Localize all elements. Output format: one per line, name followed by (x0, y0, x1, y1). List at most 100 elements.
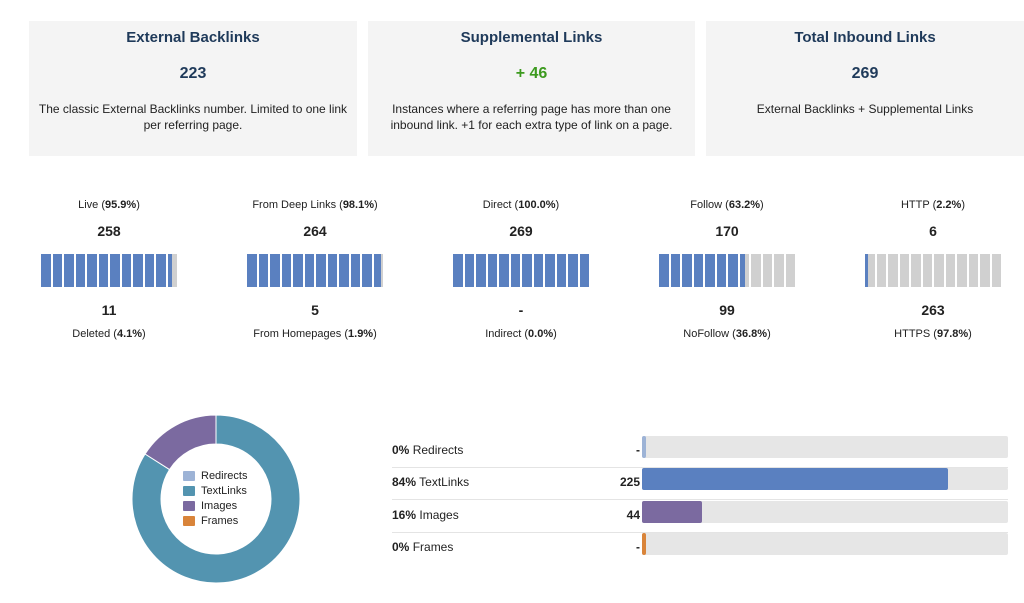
bar-segment (693, 254, 703, 287)
metric-follow: Follow (63.2%) 170 99 NoFollow (36.8%) (647, 198, 807, 341)
bar-segment (968, 254, 978, 287)
bar-segment (545, 254, 555, 287)
link-type-row-images: 16% Images 44 (392, 501, 1008, 533)
metric-segment-bar (247, 254, 383, 287)
metric-live: Live (95.9%) 258 11 Deleted (4.1%) (29, 198, 189, 341)
bar-segment (339, 254, 349, 287)
card-description: Instances where a referring page has mor… (390, 102, 673, 132)
bar-segment (316, 254, 326, 287)
legend-label: Redirects (201, 469, 248, 482)
bar-segment (899, 254, 909, 287)
bar-segment (670, 254, 680, 287)
metric-top-label: Follow (63.2%) (690, 199, 764, 211)
link-type-bar-fill (642, 501, 703, 523)
link-type-donut-chart (131, 414, 301, 584)
metric-top-value: 6 (929, 223, 937, 239)
bar-segment (716, 254, 726, 287)
card-description: External Backlinks + Supplemental Links (756, 102, 974, 116)
metric-bottom-value: 99 (719, 302, 735, 318)
bar-segment (728, 254, 738, 287)
card-description: The classic External Backlinks number. L… (38, 102, 348, 132)
metric-top-value: 170 (715, 223, 739, 239)
bar-segment (133, 254, 143, 287)
bar-segment (945, 254, 955, 287)
link-type-bar-fill (642, 468, 948, 490)
bar-segment (327, 254, 337, 287)
bar-segment (144, 254, 154, 287)
card-title: External Backlinks (126, 29, 260, 46)
link-type-bar-track (642, 436, 1008, 458)
bar-segment (980, 254, 990, 287)
legend-swatch (183, 515, 195, 526)
metric-http: HTTP (2.2%) 6 263 HTTPS (97.8%) (853, 198, 1013, 341)
bar-segment (464, 254, 474, 287)
bar-segment (739, 254, 749, 287)
link-type-label: 84% TextLinks (392, 475, 470, 489)
bar-segment (510, 254, 520, 287)
bar-segment (762, 254, 772, 287)
metric-bottom-label: HTTPS (97.8%) (894, 328, 972, 340)
bar-segment (476, 254, 486, 287)
bar-segment (64, 254, 74, 287)
bar-segment (453, 254, 463, 287)
bar-segment (785, 254, 795, 287)
legend-item-images[interactable]: Images (183, 498, 247, 513)
bar-segment (774, 254, 784, 287)
metric-bottom-value: - (518, 302, 524, 318)
metric-bottom-label: NoFollow (36.8%) (683, 328, 771, 340)
bar-segment (682, 254, 692, 287)
bar-segment (293, 254, 303, 287)
link-type-bar-track (642, 468, 1008, 490)
link-type-label: 0% Frames (392, 540, 454, 554)
legend-swatch (183, 485, 195, 496)
legend-item-frames[interactable]: Frames (183, 513, 247, 528)
link-type-bar-track (642, 533, 1008, 555)
metric-segment-bar (453, 254, 589, 287)
bar-segment (362, 254, 372, 287)
donut-legend: Redirects TextLinks Images Frames (183, 468, 247, 528)
bar-segment (270, 254, 280, 287)
metric-bottom-value: 5 (311, 302, 319, 318)
link-type-row-frames: 0% Frames - (392, 533, 1008, 565)
bar-segment (87, 254, 97, 287)
link-type-label: 0% Redirects (392, 443, 464, 457)
bar-segment (522, 254, 532, 287)
bar-segment (258, 254, 268, 287)
metric-top-label: Direct (100.0%) (482, 199, 560, 211)
bar-segment (568, 254, 578, 287)
link-type-count: - (636, 540, 640, 554)
donut-slice-textlinks (131, 414, 301, 584)
bar-segment (991, 254, 1001, 287)
legend-label: Images (201, 499, 238, 512)
card-title: Supplemental Links (460, 29, 603, 46)
card-value: + 46 (515, 65, 548, 82)
link-type-label: 16% Images (392, 508, 459, 522)
bar-segment (922, 254, 932, 287)
bar-segment (281, 254, 291, 287)
donut-slice-images (144, 414, 217, 471)
metric-top-label: Live (95.9%) (78, 199, 140, 211)
metric-top-label: HTTP (2.2%) (900, 199, 965, 211)
bar-segment (957, 254, 967, 287)
bar-segment (121, 254, 131, 287)
bar-segment (350, 254, 360, 287)
metric-bottom-value: 11 (101, 302, 117, 318)
link-type-row-textlinks: 84% TextLinks 225 (392, 468, 1008, 500)
link-type-row-redirects: 0% Redirects - (392, 436, 1008, 468)
card-value: 269 (851, 65, 879, 82)
legend-item-redirects[interactable]: Redirects (183, 468, 247, 483)
metric-top-value: 258 (97, 223, 121, 239)
legend-label: TextLinks (201, 484, 247, 497)
bar-segment (751, 254, 761, 287)
metric-bottom-value: 263 (921, 302, 945, 318)
bar-segment (41, 254, 51, 287)
metric-segment-bar (865, 254, 1001, 287)
metric-direct: Direct (100.0%) 269 - Indirect (0.0%) (441, 198, 601, 341)
bar-segment (167, 254, 177, 287)
bar-segment (98, 254, 108, 287)
legend-item-textlinks[interactable]: TextLinks (183, 483, 247, 498)
metric-top-value: 269 (509, 223, 533, 239)
bar-segment (52, 254, 62, 287)
metric-top-value: 264 (303, 223, 327, 239)
external-backlinks-card: External Backlinks 223 The classic Exter… (29, 21, 357, 156)
